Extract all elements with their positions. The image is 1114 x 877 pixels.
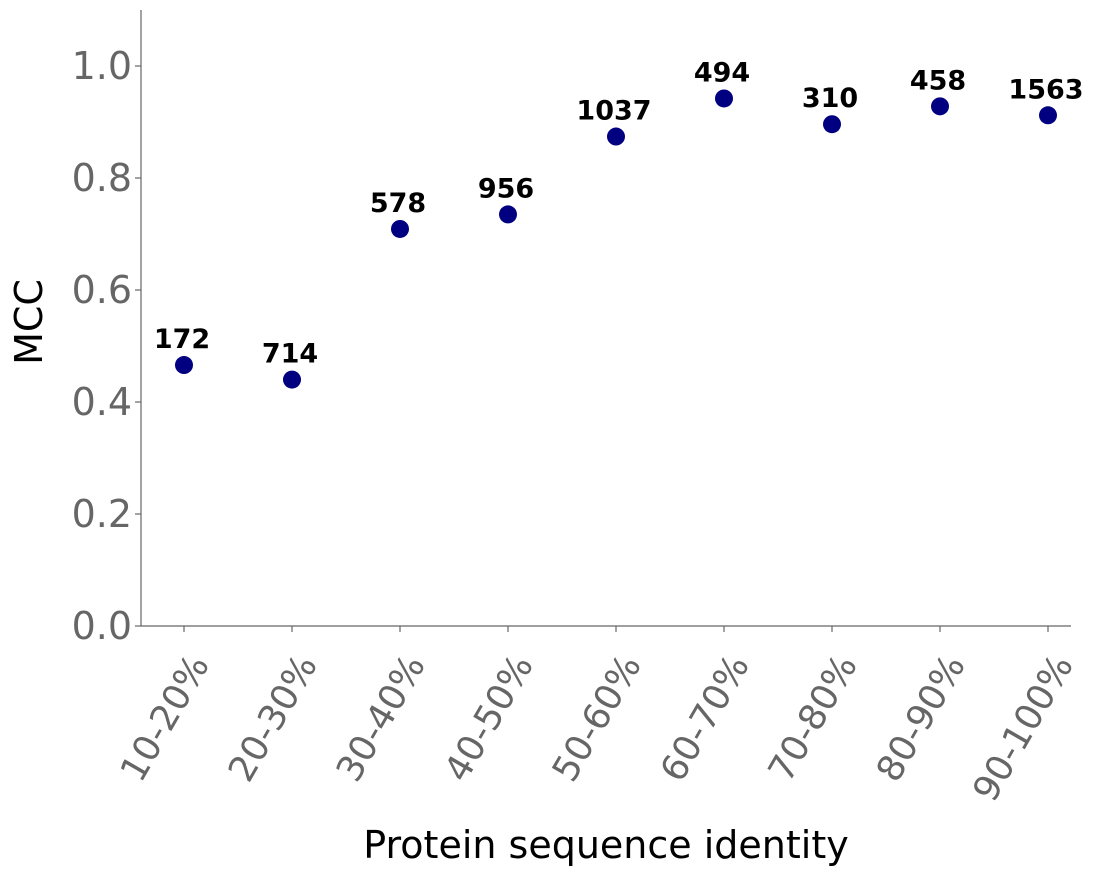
x-tick-label: 40-50%	[437, 648, 542, 789]
y-tick-label: 0.0	[72, 604, 132, 648]
point-label: 172	[154, 324, 210, 355]
x-tick-label: 50-60%	[545, 648, 650, 789]
data-point	[499, 205, 517, 224]
x-tick-label: 90-100%	[965, 648, 1081, 809]
data-point	[283, 370, 301, 389]
data-point	[715, 89, 733, 108]
point-label: 956	[478, 173, 534, 204]
y-tick-label: 0.4	[72, 380, 132, 424]
data-point	[823, 115, 841, 134]
x-tick-label: 20-30%	[221, 648, 326, 789]
y-ticks: 0.0 0.2 0.4 0.6 0.8 1.0	[72, 44, 141, 648]
y-tick-label: 0.2	[72, 492, 132, 536]
x-ticks: 10-20% 20-30% 30-40% 40-50% 50-60% 60-70% 70-8…	[113, 626, 1082, 809]
point-label: 1563	[1008, 74, 1083, 105]
point-label: 494	[694, 57, 750, 88]
point-label: 310	[802, 83, 858, 114]
y-tick-label: 1.0	[72, 44, 132, 88]
data-points	[175, 89, 1057, 389]
data-point	[391, 219, 409, 238]
y-tick-label: 0.8	[72, 156, 132, 200]
x-axis-title: Protein sequence identity	[363, 823, 848, 867]
point-labels: 172 714 578 956 1037 494 310 458 1563	[154, 57, 1084, 369]
data-point	[607, 127, 625, 146]
x-tick-label: 30-40%	[329, 648, 434, 789]
y-tick-label: 0.6	[72, 268, 132, 312]
axes	[140, 10, 1071, 627]
data-point	[175, 356, 193, 375]
data-point	[1039, 106, 1057, 125]
x-tick-label: 10-20%	[113, 648, 218, 789]
x-tick-label: 80-90%	[869, 648, 974, 789]
point-label: 1037	[576, 96, 651, 127]
x-tick-label: 60-70%	[653, 648, 758, 789]
point-label: 578	[370, 188, 426, 219]
point-label: 714	[262, 339, 318, 370]
data-point	[931, 97, 949, 116]
y-axis-title: MCC	[7, 279, 51, 365]
point-label: 458	[910, 65, 966, 96]
x-tick-label: 70-80%	[761, 648, 866, 789]
